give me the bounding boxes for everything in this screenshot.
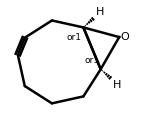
Text: H: H xyxy=(96,7,104,17)
Text: or1: or1 xyxy=(84,56,99,65)
Text: H: H xyxy=(113,80,122,90)
Text: or1: or1 xyxy=(67,33,82,42)
Text: O: O xyxy=(121,32,129,42)
